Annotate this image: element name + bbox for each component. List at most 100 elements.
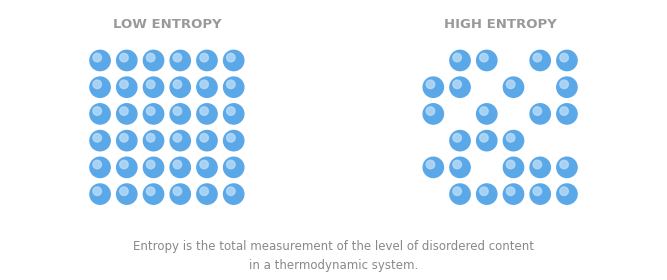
Circle shape — [455, 162, 468, 175]
Circle shape — [117, 184, 137, 204]
Circle shape — [117, 104, 137, 124]
Circle shape — [170, 77, 190, 97]
Circle shape — [201, 109, 215, 122]
Circle shape — [90, 157, 110, 178]
Circle shape — [143, 77, 163, 97]
Circle shape — [143, 184, 163, 204]
Circle shape — [453, 80, 462, 88]
Circle shape — [560, 80, 568, 88]
Circle shape — [477, 104, 497, 124]
Circle shape — [95, 162, 108, 175]
Circle shape — [562, 162, 575, 175]
Circle shape — [223, 157, 244, 178]
Circle shape — [197, 184, 217, 204]
Circle shape — [482, 135, 494, 148]
Circle shape — [119, 160, 128, 169]
Circle shape — [147, 80, 155, 88]
Circle shape — [148, 55, 161, 68]
Circle shape — [453, 134, 462, 142]
Circle shape — [170, 184, 190, 204]
Circle shape — [148, 189, 161, 202]
Circle shape — [90, 77, 110, 97]
Circle shape — [143, 104, 163, 124]
Circle shape — [530, 104, 550, 124]
Circle shape — [93, 134, 101, 142]
Circle shape — [148, 162, 161, 175]
Circle shape — [121, 135, 135, 148]
Circle shape — [423, 157, 444, 178]
Circle shape — [455, 82, 468, 95]
Circle shape — [228, 189, 241, 202]
Circle shape — [480, 107, 488, 115]
Circle shape — [508, 189, 522, 202]
Circle shape — [95, 55, 108, 68]
Circle shape — [482, 109, 494, 122]
Circle shape — [148, 82, 161, 95]
Circle shape — [530, 50, 550, 71]
Circle shape — [201, 55, 215, 68]
Circle shape — [428, 109, 441, 122]
Circle shape — [173, 53, 181, 62]
Circle shape — [93, 80, 101, 88]
Circle shape — [117, 157, 137, 178]
Circle shape — [227, 134, 235, 142]
Circle shape — [197, 130, 217, 151]
Circle shape — [455, 189, 468, 202]
Circle shape — [95, 82, 108, 95]
Text: Entropy is the total measurement of the level of disordered content
in a thermod: Entropy is the total measurement of the … — [133, 240, 534, 272]
Circle shape — [197, 77, 217, 97]
Circle shape — [143, 50, 163, 71]
Circle shape — [121, 109, 135, 122]
Circle shape — [175, 109, 188, 122]
Circle shape — [535, 162, 548, 175]
Circle shape — [504, 184, 524, 204]
Circle shape — [119, 107, 128, 115]
Circle shape — [426, 160, 435, 169]
Circle shape — [482, 55, 494, 68]
Circle shape — [95, 109, 108, 122]
Circle shape — [508, 135, 522, 148]
Circle shape — [562, 82, 575, 95]
Circle shape — [426, 80, 435, 88]
Circle shape — [119, 80, 128, 88]
Circle shape — [197, 157, 217, 178]
Circle shape — [228, 82, 241, 95]
Circle shape — [117, 50, 137, 71]
Circle shape — [93, 187, 101, 195]
Circle shape — [453, 187, 462, 195]
Circle shape — [453, 53, 462, 62]
Circle shape — [228, 162, 241, 175]
Circle shape — [504, 130, 524, 151]
Circle shape — [148, 135, 161, 148]
Circle shape — [453, 160, 462, 169]
Circle shape — [200, 160, 208, 169]
Circle shape — [535, 189, 548, 202]
Circle shape — [560, 107, 568, 115]
Circle shape — [557, 50, 577, 71]
Circle shape — [227, 107, 235, 115]
Circle shape — [90, 104, 110, 124]
Circle shape — [562, 55, 575, 68]
Circle shape — [223, 104, 244, 124]
Circle shape — [562, 109, 575, 122]
Circle shape — [200, 187, 208, 195]
Circle shape — [175, 162, 188, 175]
Circle shape — [119, 134, 128, 142]
Circle shape — [90, 130, 110, 151]
Circle shape — [121, 55, 135, 68]
Circle shape — [428, 162, 441, 175]
Circle shape — [482, 189, 494, 202]
Circle shape — [450, 157, 470, 178]
Circle shape — [143, 130, 163, 151]
Circle shape — [480, 134, 488, 142]
Circle shape — [147, 160, 155, 169]
Circle shape — [557, 184, 577, 204]
Circle shape — [117, 130, 137, 151]
Circle shape — [200, 80, 208, 88]
Circle shape — [477, 50, 497, 71]
Circle shape — [423, 77, 444, 97]
Circle shape — [450, 184, 470, 204]
Circle shape — [535, 109, 548, 122]
Circle shape — [508, 162, 522, 175]
Circle shape — [228, 109, 241, 122]
